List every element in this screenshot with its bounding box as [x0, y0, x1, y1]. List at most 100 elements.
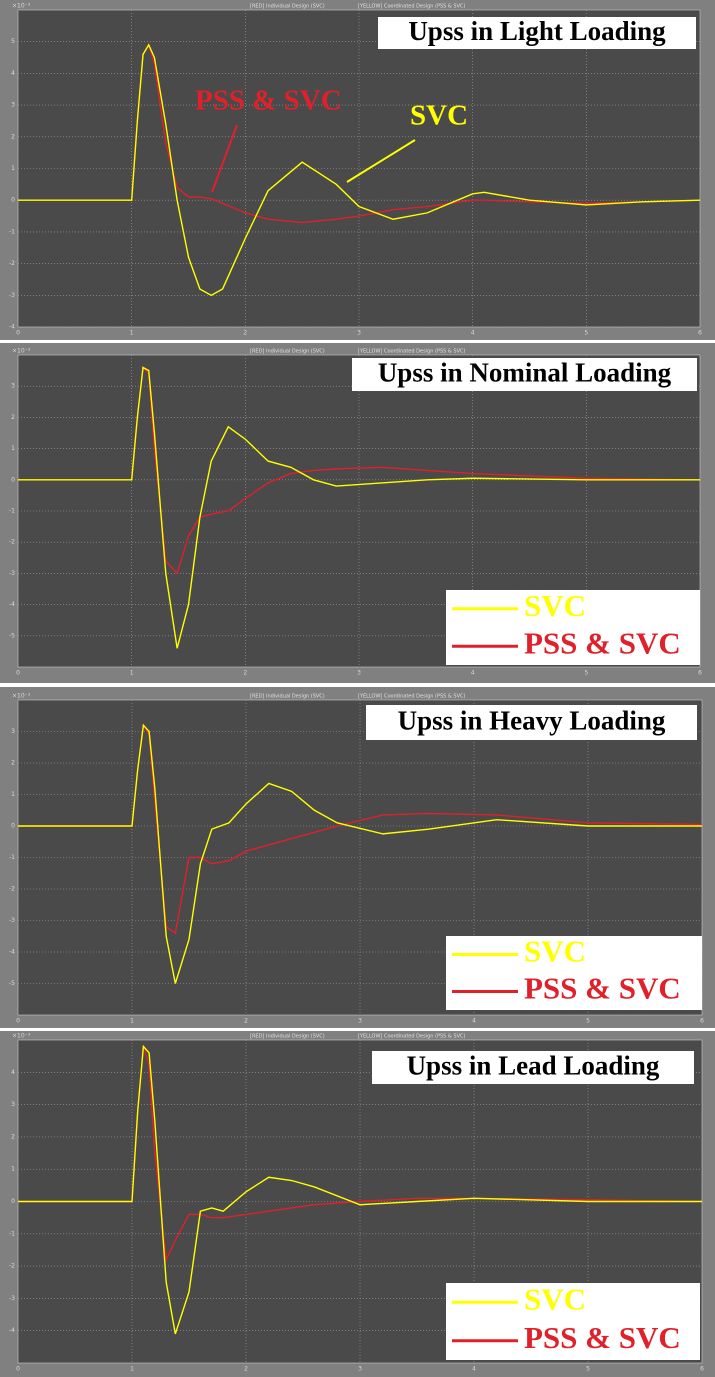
y-tick-label: -1: [9, 854, 15, 861]
title-box: [372, 1051, 694, 1084]
x-tick-label: 6: [700, 1018, 704, 1025]
y-tick-label: 4: [11, 1069, 15, 1076]
series-line: [18, 1044, 702, 1335]
annotation-label: PSS & SVC: [195, 85, 342, 117]
y-tick-label: 0: [11, 197, 15, 204]
y-tick-label: 1: [11, 791, 15, 798]
legend-label: PSS & SVC: [524, 1320, 681, 1355]
legend-label: PSS & SVC: [524, 625, 681, 660]
x-tick-label: 4: [471, 330, 475, 337]
y-tick-label: 3: [11, 728, 15, 735]
header-left: [RED] Individual Design (SVC): [250, 694, 325, 700]
legend-box: [446, 590, 700, 665]
y-tick-label: 2: [11, 1133, 15, 1140]
x-tick-label: 0: [16, 330, 20, 337]
x-tick-label: 5: [584, 670, 588, 677]
series-line: [18, 43, 701, 297]
x-tick-label: 3: [358, 1018, 362, 1025]
x-tick-label: 6: [698, 330, 702, 337]
y-tick-label: -4: [9, 1327, 15, 1334]
legend-label: SVC: [524, 588, 586, 623]
legend-label: SVC: [524, 934, 586, 969]
y-exponent: ×10⁻³: [12, 348, 31, 355]
y-tick-label: 1: [11, 1166, 15, 1173]
series-line: [18, 366, 700, 649]
annotation-label: SVC: [410, 100, 468, 132]
x-tick-label: 4: [472, 1018, 476, 1025]
annotation-pointer: [211, 124, 238, 193]
y-tick-label: 1: [11, 445, 15, 452]
y-tick-label: -2: [9, 1263, 15, 1270]
x-tick-label: 5: [586, 1366, 590, 1373]
y-tick-label: -3: [9, 1295, 15, 1302]
x-tick-label: 0: [16, 670, 20, 677]
y-tick-label: -4: [9, 324, 15, 331]
x-tick-label: 4: [472, 1366, 476, 1373]
header-right: [YELLOW] Coordinated Design (PSS & SVC): [358, 4, 465, 10]
header-left: [RED] Individual Design (SVC): [250, 4, 325, 10]
header-right: [YELLOW] Coordinated Design (PSS & SVC): [358, 1034, 465, 1040]
y-exponent: ×10⁻³: [12, 3, 31, 10]
x-tick-label: 4: [471, 670, 475, 677]
annotation-pointer: [346, 139, 416, 183]
y-tick-label: 0: [11, 823, 15, 830]
x-tick-label: 3: [357, 670, 361, 677]
legend-box: [446, 936, 702, 1010]
x-tick-label: 3: [358, 1366, 362, 1373]
y-tick-label: -1: [9, 508, 15, 515]
chart-title: Upss in Nominal Loading: [378, 358, 672, 388]
x-tick-label: 2: [243, 670, 247, 677]
y-tick-label: 3: [11, 102, 15, 109]
series-line: [18, 723, 702, 984]
y-tick-label: 4: [11, 70, 15, 77]
x-tick-label: 1: [130, 330, 134, 337]
header-left: [RED] Individual Design (SVC): [250, 1034, 325, 1040]
y-tick-label: 1: [11, 165, 15, 172]
x-tick-label: 0: [16, 1366, 20, 1373]
y-tick-label: 3: [11, 1101, 15, 1108]
title-box: [366, 705, 697, 740]
x-tick-label: 5: [584, 330, 588, 337]
series-line: [18, 365, 701, 575]
y-tick-label: 2: [11, 133, 15, 140]
x-tick-label: 3: [357, 330, 361, 337]
y-tick-label: -1: [9, 228, 15, 235]
x-tick-label: 2: [244, 1018, 248, 1025]
y-tick-label: 2: [11, 760, 15, 767]
y-tick-label: 0: [11, 476, 15, 483]
y-tick-label: -3: [9, 570, 15, 577]
x-tick-label: 2: [243, 330, 247, 337]
y-exponent: ×10⁻³: [12, 693, 31, 700]
y-tick-label: 5: [11, 38, 15, 45]
title-box: [378, 17, 696, 49]
y-exponent: ×10⁻³: [12, 1033, 31, 1040]
y-tick-label: -5: [9, 632, 15, 639]
y-tick-label: -2: [9, 260, 15, 267]
series-line: [18, 1046, 703, 1263]
title-box: [352, 358, 697, 391]
y-tick-label: -4: [9, 601, 15, 608]
y-tick-label: -3: [9, 292, 15, 299]
y-tick-label: -2: [9, 539, 15, 546]
legend-label: PSS & SVC: [524, 971, 681, 1006]
y-tick-label: 3: [11, 383, 15, 390]
chart-title: Upss in Lead Loading: [407, 1051, 660, 1081]
x-tick-label: 1: [130, 1018, 134, 1025]
header-right: [YELLOW] Coordinated Design (PSS & SVC): [358, 349, 465, 355]
y-tick-label: -3: [9, 917, 15, 924]
x-tick-label: 1: [130, 670, 134, 677]
legend-box: [446, 1283, 700, 1360]
y-tick-label: 0: [11, 1198, 15, 1205]
x-tick-label: 2: [244, 1366, 248, 1373]
y-tick-label: 2: [11, 414, 15, 421]
y-tick-label: -1: [9, 1230, 15, 1237]
series-line: [18, 723, 703, 935]
x-tick-label: 5: [586, 1018, 590, 1025]
chart-title: Upss in Heavy Loading: [398, 706, 666, 736]
x-tick-label: 0: [16, 1018, 20, 1025]
header-right: [YELLOW] Coordinated Design (PSS & SVC): [358, 694, 465, 700]
x-tick-label: 6: [700, 1366, 704, 1373]
y-tick-label: -2: [9, 886, 15, 893]
header-left: [RED] Individual Design (SVC): [250, 349, 325, 355]
